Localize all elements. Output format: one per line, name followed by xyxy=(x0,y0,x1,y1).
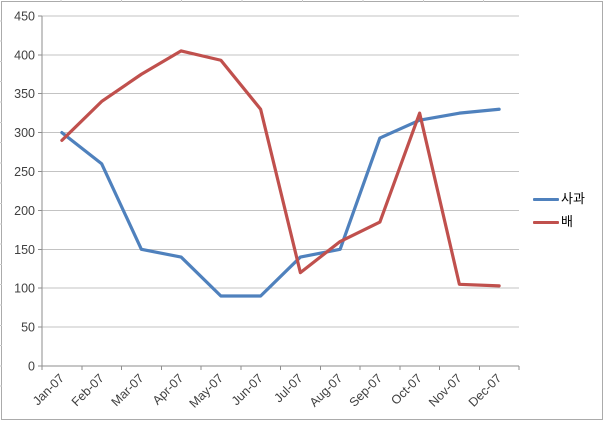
legend: 사과 배 xyxy=(533,192,605,229)
y-tick-label: 200 xyxy=(14,204,35,218)
legend-item-apple[interactable]: 사과 xyxy=(533,192,605,206)
y-tick-label: 400 xyxy=(14,48,35,62)
series-line-1 xyxy=(60,49,501,288)
y-tick-label: 250 xyxy=(14,165,35,179)
legend-label-pear: 배 xyxy=(561,214,573,229)
legend-line-sample-pear xyxy=(533,220,559,224)
legend-label-apple: 사과 xyxy=(561,191,585,206)
y-tick-label: 0 xyxy=(28,360,35,374)
legend-line-sample-apple xyxy=(533,197,559,201)
y-tick-label: 350 xyxy=(14,87,35,101)
y-tick-label: 450 xyxy=(14,9,35,23)
series-line-0 xyxy=(60,107,501,298)
legend-item-pear[interactable]: 배 xyxy=(533,215,605,229)
y-tick-label: 100 xyxy=(14,282,35,296)
y-tick-label: 50 xyxy=(21,321,35,335)
y-tick-label: 150 xyxy=(14,243,35,257)
y-tick-label: 300 xyxy=(14,126,35,140)
